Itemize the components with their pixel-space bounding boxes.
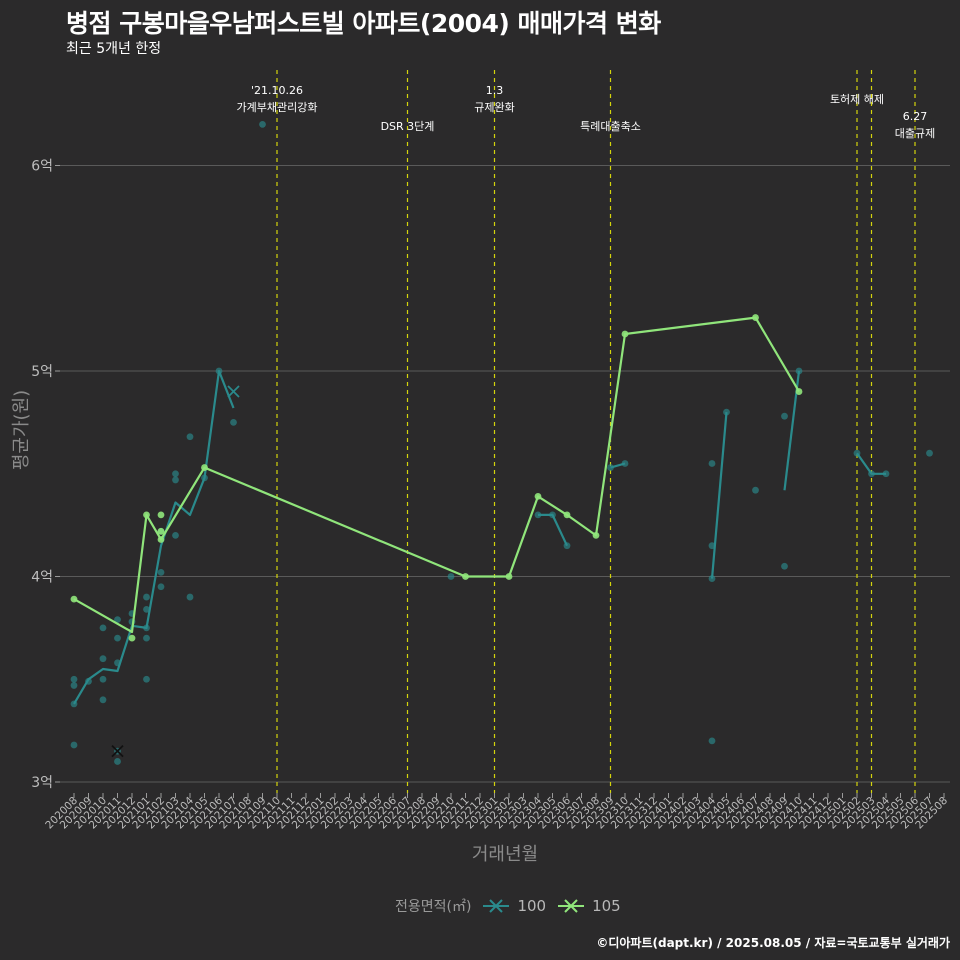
data-point: [114, 758, 121, 765]
data-point: [99, 655, 107, 663]
series-105: [70, 314, 803, 642]
legend-label-100: 100: [517, 897, 547, 915]
event-label: 대출규제: [895, 127, 935, 140]
series-line: [610, 462, 626, 469]
event-label: 특례대출축소: [580, 120, 641, 133]
y-tick-label: 6억: [31, 159, 53, 175]
series-100: [70, 121, 933, 765]
data-point: [781, 412, 788, 420]
legend: 전용면적(㎡) 100 105: [395, 896, 621, 916]
data-point: [186, 593, 194, 601]
data-point: [157, 527, 165, 535]
data-point: [70, 675, 78, 683]
data-point: [157, 511, 165, 519]
x-axis-title: 거래년월: [472, 844, 538, 865]
event-label: 규제완화: [474, 101, 514, 114]
legend-key-100-icon: [483, 899, 510, 913]
event-label: 토허제 해제: [830, 92, 884, 106]
data-point: [621, 460, 629, 467]
data-point: [186, 433, 194, 441]
data-point: [99, 696, 107, 704]
data-point: [99, 624, 107, 632]
legend-item-100: 100: [481, 897, 546, 915]
event-label: DSR 3단계: [381, 120, 435, 133]
legend-title: 전용면적(㎡): [395, 899, 472, 915]
data-point: [230, 418, 237, 426]
legend-item-105: 105: [556, 897, 621, 915]
data-point: [157, 583, 165, 591]
data-point: [143, 675, 150, 683]
data-point: [708, 737, 716, 745]
event-label: 1.3: [486, 84, 504, 97]
series-line: [856, 452, 886, 475]
data-point: [708, 460, 716, 467]
data-point-cross: [227, 385, 240, 398]
event-label: '21.10.26: [251, 84, 303, 97]
data-point: [143, 634, 150, 642]
chart-title: 병점 구봉마을우남퍼스트빌 아파트(2004) 매매가격 변화: [66, 9, 661, 38]
series-line: [538, 513, 568, 547]
series-line: [73, 369, 235, 705]
data-point: [114, 634, 121, 642]
data-point-cross: [111, 745, 124, 758]
data-point: [128, 634, 136, 642]
data-point: [143, 605, 150, 613]
chart-subtitle: 최근 5개년 한정: [66, 41, 162, 57]
legend-key-105-icon: [558, 899, 585, 913]
data-point: [781, 562, 788, 570]
y-tick-label: 3억: [31, 775, 53, 791]
event-label: 6.27: [903, 110, 928, 123]
data-point: [926, 449, 933, 457]
data-point: [172, 470, 179, 478]
data-point: [172, 532, 179, 539]
data-point: [447, 573, 455, 580]
legend-label-105: 105: [592, 897, 621, 915]
data-point: [752, 486, 759, 494]
y-axis-title: 평균가(원): [11, 390, 32, 470]
data-point: [157, 568, 165, 576]
data-point: [143, 593, 150, 601]
source-caption: ©디아파트(dapt.kr) / 2025.08.05 / 자료=국토교통부 실…: [596, 936, 950, 950]
data-point: [70, 682, 78, 689]
series-line: [710, 412, 728, 579]
event-label: 가계부채관리강화: [237, 101, 318, 114]
data-point: [259, 121, 266, 128]
y-tick-label: 5억: [31, 364, 53, 380]
y-tick-label: 4억: [31, 570, 53, 586]
data-point: [114, 616, 121, 624]
data-point: [99, 675, 107, 683]
series-line: [73, 316, 800, 634]
data-point: [172, 476, 179, 484]
data-point: [70, 741, 78, 749]
